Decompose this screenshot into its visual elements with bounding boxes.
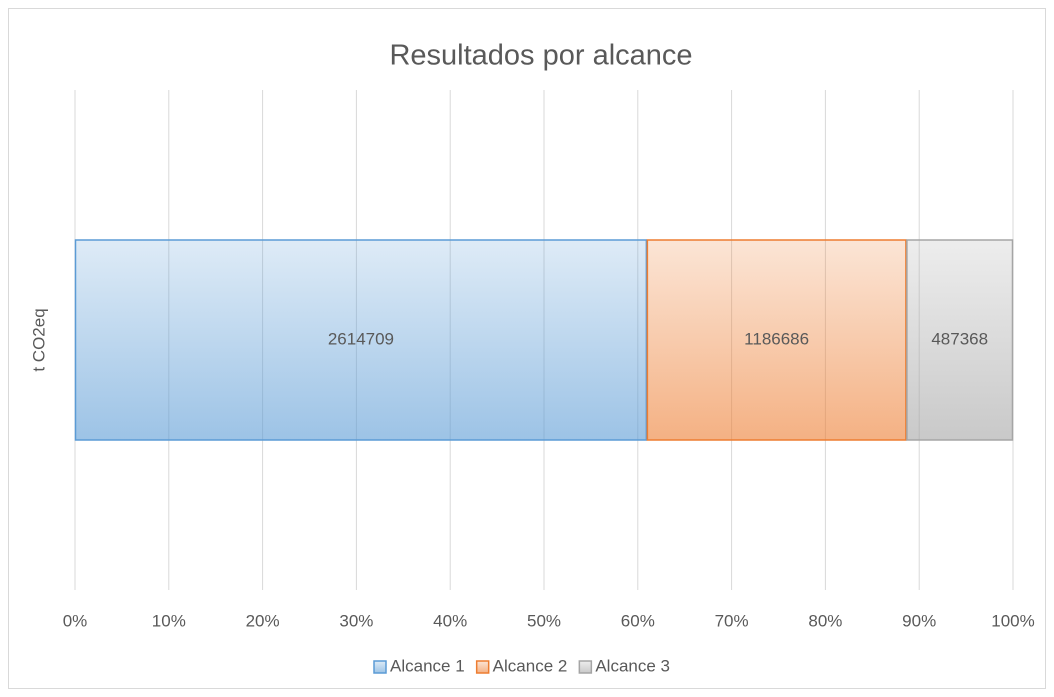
x-tick-label: 90% <box>902 611 936 630</box>
x-tick-label: 30% <box>339 611 373 630</box>
legend-swatch <box>578 660 593 674</box>
data-label: 1186686 <box>744 329 809 348</box>
x-tick-label: 0% <box>63 611 88 630</box>
chart-title: Resultados por alcance <box>389 40 692 72</box>
bar-segment <box>646 239 907 441</box>
x-tick-label: 60% <box>621 611 655 630</box>
y-axis-label: t CO2eq <box>29 308 48 371</box>
data-label: 487368 <box>931 329 988 348</box>
bar-segment <box>906 239 1014 441</box>
legend-swatch <box>475 660 490 674</box>
x-tick-label: 100% <box>991 611 1034 630</box>
x-tick-label: 80% <box>808 611 842 630</box>
x-tick-label: 20% <box>246 611 280 630</box>
bar-segment <box>74 239 648 441</box>
data-label: 2614709 <box>328 329 394 348</box>
legend-label: Alcance 2 <box>493 656 568 675</box>
x-tick-label: 70% <box>715 611 749 630</box>
legend-label: Alcance 3 <box>595 656 670 675</box>
x-tick-label: 10% <box>152 611 186 630</box>
legend-swatch <box>373 660 387 674</box>
legend-label: Alcance 1 <box>390 656 465 675</box>
x-tick-label: 40% <box>433 611 467 630</box>
x-tick-label: 50% <box>527 611 561 630</box>
